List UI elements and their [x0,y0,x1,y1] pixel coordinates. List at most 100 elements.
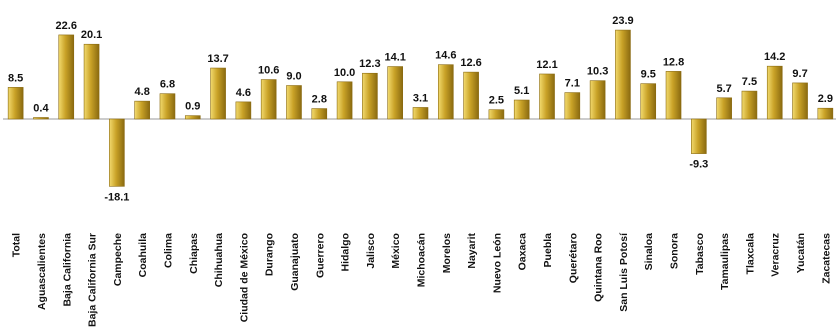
category-label-23: Quintana Roo [593,233,605,302]
category-label-14: Jalisco [365,233,377,269]
bar-17 [437,64,454,120]
value-label-3: 20.1 [81,29,102,41]
bar-3 [83,43,100,120]
value-label-21: 12.1 [536,59,557,71]
category-label-6: Colima [162,233,174,268]
value-label-2: 22.6 [56,20,77,32]
category-label-31: Yucatán [795,233,807,273]
category-label-30: Veracruz [770,233,782,277]
category-label-20: Oaxaca [517,233,529,271]
bar-26 [665,71,682,120]
bar-14 [362,72,378,120]
bar-1 [33,117,49,120]
value-label-12: 2.8 [312,94,327,106]
value-label-19: 2.5 [489,95,504,107]
bar-8 [210,67,226,120]
value-label-10: 10.6 [258,65,279,77]
category-label-1: Aguascalientes [36,233,48,310]
bar-12 [311,108,328,120]
category-label-0: Total [11,233,23,257]
value-labels-group: 8.5 0.4 22.6 20.1 -18.1 4.8 6.8 0.9 13.7 4.6 10.6 9… [8,15,833,203]
bar-5 [134,100,150,120]
bar-22 [564,92,581,120]
value-label-4: -18.1 [104,191,129,203]
category-label-26: Sonora [669,233,681,269]
category-label-19: Nuevo León [491,233,503,293]
category-labels-group: Total Aguascalientes Baja California Baja C… [11,232,833,327]
bar-31 [792,82,808,120]
category-label-15: México [390,233,402,269]
bar-10 [260,79,277,120]
value-label-23: 10.3 [587,66,608,78]
value-label-1: 0.4 [33,103,49,115]
value-label-5: 4.8 [135,86,150,98]
value-label-24: 23.9 [612,15,633,27]
category-label-21: Puebla [542,233,554,268]
value-label-32: 2.9 [818,93,833,105]
category-label-27: Tabasco [694,233,706,275]
value-label-7: 0.9 [185,101,200,113]
value-label-13: 10.0 [334,67,355,79]
bar-4 [109,118,125,187]
value-label-18: 12.6 [460,57,481,69]
bar-28 [716,97,732,120]
bar-9 [235,101,252,120]
category-label-12: Guerrero [314,233,326,278]
category-label-16: Michoacán [416,233,428,287]
category-label-22: Querétaro [567,233,579,283]
value-label-6: 6.8 [160,79,175,91]
category-label-10: Durango [264,233,276,276]
value-label-11: 9.0 [286,71,301,83]
value-label-25: 9.5 [641,69,656,81]
category-label-3: Baja California Sur [87,233,99,327]
category-label-5: Coahuila [137,233,149,277]
bar-16 [412,107,429,120]
bar-20 [513,99,530,120]
bar-21 [539,73,555,120]
bars-group [7,29,834,187]
category-label-7: Chiapas [188,233,200,274]
value-label-26: 12.8 [663,56,684,68]
category-label-18: Nayarit [466,233,478,269]
category-label-17: Morelos [441,233,453,273]
value-label-20: 5.1 [514,85,529,97]
bar-23 [589,80,606,120]
value-label-17: 14.6 [435,50,456,62]
bar-7 [184,115,201,120]
value-label-9: 4.6 [236,87,251,99]
category-label-11: Guanajuato [289,233,301,291]
bar-6 [159,93,176,120]
value-label-29: 7.5 [742,76,757,88]
category-label-32: Zacatecas [820,233,832,284]
bar-15 [387,66,404,120]
category-label-24: San Luis Potosí [618,232,630,312]
bar-24 [615,29,631,120]
bar-2 [58,34,75,120]
category-label-29: Tlaxcala [744,233,756,275]
category-label-25: Sinaloa [643,233,655,271]
bar-11 [286,85,302,120]
value-label-31: 9.7 [792,68,807,80]
bar-0 [7,87,24,120]
bar-13 [336,81,353,120]
value-label-28: 5.7 [716,83,731,95]
bar-27 [691,118,707,154]
value-label-8: 13.7 [207,53,228,65]
value-label-0: 8.5 [8,72,23,84]
bar-29 [741,90,758,120]
bar-18 [463,71,479,120]
category-label-8: Chihuahua [213,233,225,287]
bar-19 [488,109,505,120]
category-label-13: Hidalgo [340,233,352,272]
category-label-2: Baja California [61,233,73,307]
bar-25 [640,83,657,120]
value-label-15: 14.1 [384,52,405,64]
value-label-16: 3.1 [413,92,428,104]
value-label-14: 12.3 [359,58,380,70]
bar-32 [817,107,834,120]
bar-30 [766,65,783,120]
category-label-9: Ciudad de México [238,233,250,322]
value-label-27: -9.3 [689,159,708,171]
value-label-22: 7.1 [565,78,580,90]
